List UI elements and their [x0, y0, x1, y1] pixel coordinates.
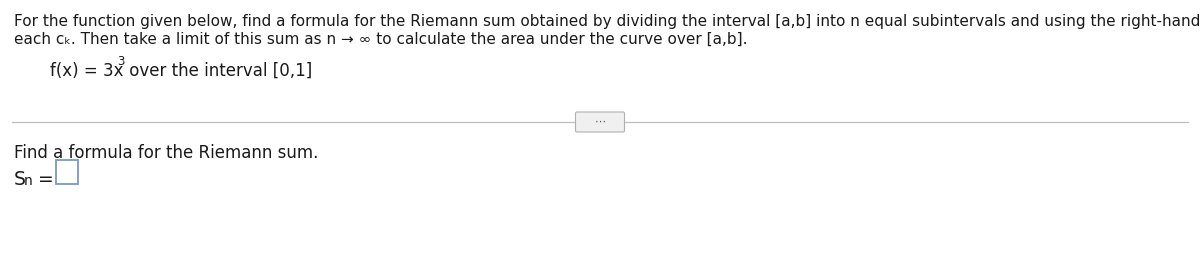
- Text: ⋯: ⋯: [594, 117, 606, 127]
- Text: each cₖ. Then take a limit of this sum as n → ∞ to calculate the area under the : each cₖ. Then take a limit of this sum a…: [14, 32, 748, 47]
- Text: For the function given below, find a formula for the Riemann sum obtained by div: For the function given below, find a for…: [14, 14, 1200, 29]
- Text: 3: 3: [118, 55, 125, 68]
- Text: S: S: [14, 170, 26, 189]
- FancyBboxPatch shape: [576, 112, 624, 132]
- Text: Find a formula for the Riemann sum.: Find a formula for the Riemann sum.: [14, 144, 318, 162]
- Text: n: n: [24, 174, 32, 188]
- Text: over the interval [0,1]: over the interval [0,1]: [125, 62, 313, 80]
- Text: =: =: [32, 170, 54, 189]
- FancyBboxPatch shape: [56, 160, 78, 184]
- Text: f(x) = 3x: f(x) = 3x: [50, 62, 124, 80]
